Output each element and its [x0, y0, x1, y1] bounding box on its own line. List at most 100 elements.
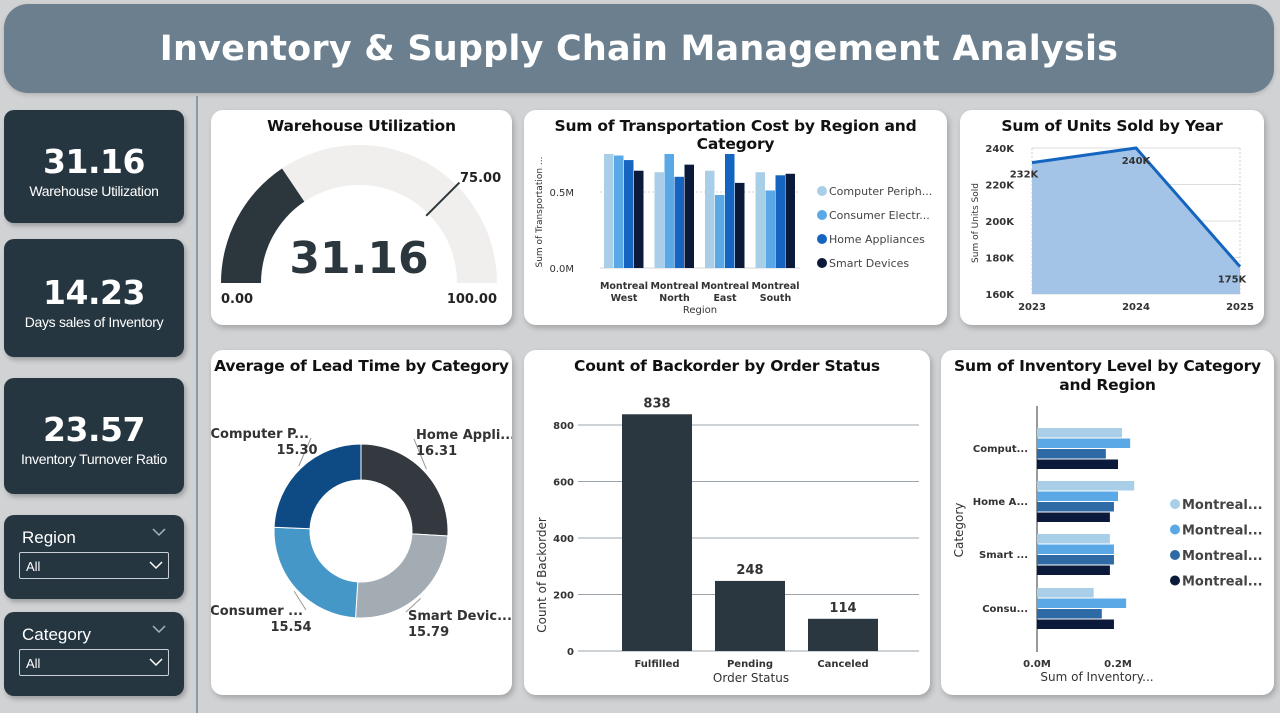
transport-bar[interactable]: [664, 154, 675, 268]
transport-bar[interactable]: [765, 190, 776, 268]
legend-label[interactable]: Computer Periph...: [829, 185, 932, 198]
legend-label[interactable]: Montreal...: [1182, 524, 1263, 539]
legend-label[interactable]: Montreal...: [1182, 549, 1263, 564]
transport-bar[interactable]: [705, 170, 715, 268]
legend-label[interactable]: Home Appliances: [829, 233, 925, 246]
warehouse-utilization-gauge-card[interactable]: Warehouse Utilization 31.16 0.00 100.00 …: [211, 110, 512, 325]
data-label: 838: [643, 396, 670, 411]
slice-value-label: 16.31: [416, 444, 457, 459]
kpi-card-inventory-turnover-ratio[interactable]: 23.57 Inventory Turnover Ratio: [4, 378, 184, 494]
y-axis-label: Sum of Transportation ...: [535, 156, 545, 267]
legend-marker: [1170, 575, 1180, 586]
inventory-chart-title: Sum of Inventory Level by Category and R…: [954, 357, 1261, 394]
backorder-bar[interactable]: [808, 618, 878, 651]
inventory-bar[interactable]: [1037, 449, 1106, 459]
y-tick-label: 200: [553, 591, 574, 602]
category-slicer-label: Category: [22, 625, 91, 644]
inventory-level-card[interactable]: Sum of Inventory Level by Category and R…: [941, 350, 1274, 695]
transport-bar[interactable]: [725, 154, 735, 268]
y-tick-label: Comput...: [973, 444, 1028, 455]
legend-marker: [1170, 524, 1180, 535]
inventory-bar[interactable]: [1037, 534, 1110, 544]
transport-bar[interactable]: [614, 155, 624, 268]
transport-bar[interactable]: [785, 173, 796, 268]
data-label: 240K: [1122, 156, 1152, 167]
legend-label[interactable]: Montreal...: [1182, 575, 1263, 590]
transport-bar[interactable]: [604, 154, 614, 268]
chevron-down-icon: [149, 658, 163, 667]
y-tick-label: 160K: [985, 290, 1015, 301]
backorder-bar[interactable]: [715, 580, 785, 651]
units-sold-card[interactable]: Sum of Units Sold by Year 240K 220K 200K 18…: [960, 110, 1264, 325]
inventory-bar[interactable]: [1037, 459, 1118, 470]
transport-bar[interactable]: [674, 176, 685, 268]
x-tick-label: North: [659, 293, 690, 304]
lead-time-card[interactable]: Average of Lead Time by Category Home Ap…: [211, 350, 512, 695]
legend-marker: [1170, 499, 1180, 509]
data-label: 232K: [1010, 170, 1040, 181]
leader-line: [413, 438, 427, 470]
transport-bar[interactable]: [755, 172, 766, 268]
data-label: 114: [829, 601, 856, 616]
transport-bar[interactable]: [624, 160, 634, 268]
inventory-bar[interactable]: [1037, 565, 1110, 576]
donut-slice[interactable]: [360, 443, 449, 537]
transport-bar[interactable]: [634, 170, 644, 268]
legend-label[interactable]: Montreal...: [1182, 498, 1263, 513]
region-slicer: Region All: [4, 515, 184, 599]
backorder-card[interactable]: Count of Backorder by Order Status 800 60…: [524, 350, 930, 695]
y-axis-label: Count of Backorder: [535, 517, 549, 633]
inventory-bar[interactable]: [1037, 609, 1102, 619]
category-dropdown[interactable]: All: [19, 649, 169, 676]
legend-label[interactable]: Smart Devices: [829, 257, 909, 270]
inventory-bar[interactable]: [1037, 438, 1131, 449]
x-tick-label: Montreal: [751, 281, 799, 292]
chevron-down-icon[interactable]: [152, 525, 166, 539]
legend-marker: [817, 186, 827, 196]
x-tick-label: Montreal: [650, 281, 698, 292]
inventory-bar[interactable]: [1037, 502, 1114, 512]
y-tick-label: 0.5M: [549, 188, 574, 199]
transport-bar[interactable]: [654, 172, 665, 268]
inventory-bar[interactable]: [1037, 555, 1114, 565]
dashboard-title: Inventory & Supply Chain Management Anal…: [159, 28, 1119, 69]
inventory-bar[interactable]: [1037, 428, 1123, 438]
x-tick-label: Montreal: [701, 281, 749, 292]
y-axis-label: Category: [952, 503, 966, 558]
inventory-bar[interactable]: [1037, 619, 1114, 630]
slice-category-label: Home Appli...: [416, 428, 512, 443]
gauge-title: Warehouse Utilization: [267, 117, 456, 135]
x-tick-label: Montreal: [600, 281, 648, 292]
donut-slice[interactable]: [273, 443, 362, 530]
region-dropdown[interactable]: All: [19, 552, 169, 579]
inventory-bar[interactable]: [1037, 491, 1118, 502]
inventory-bar[interactable]: [1037, 588, 1094, 598]
kpi-card-days-sales-of-inventory[interactable]: 14.23 Days sales of Inventory: [4, 239, 184, 357]
y-tick-label: 0: [567, 647, 574, 658]
transportation-cost-card[interactable]: Sum of Transportation Cost by Region and…: [524, 110, 947, 325]
inventory-bar[interactable]: [1037, 598, 1127, 609]
backorder-bar[interactable]: [622, 414, 692, 651]
transport-bar[interactable]: [735, 182, 745, 268]
units-chart-title: Sum of Units Sold by Year: [1001, 117, 1223, 135]
chevron-down-icon: [149, 561, 163, 570]
inventory-bar[interactable]: [1037, 481, 1135, 491]
chevron-down-icon[interactable]: [152, 622, 166, 636]
lead-time-donut: Home Appli...16.31 Smart Devic...15.79 Con…: [211, 427, 512, 640]
inventory-bar[interactable]: [1037, 544, 1114, 555]
inventory-bar[interactable]: [1037, 512, 1110, 523]
transport-bar[interactable]: [775, 175, 786, 268]
slice-category-label: Computer P...: [211, 427, 309, 442]
legend-label[interactable]: Consumer Electr...: [829, 209, 930, 222]
donut-slice[interactable]: [355, 533, 449, 619]
kpi-label: Inventory Turnover Ratio: [20, 451, 168, 467]
slice-category-label: Consumer ...: [211, 604, 303, 619]
transport-bar[interactable]: [715, 195, 725, 268]
dashboard-header: Inventory & Supply Chain Management Anal…: [4, 4, 1274, 93]
data-label: 175K: [1218, 275, 1248, 286]
y-axis-label: Sum of Units Sold: [971, 183, 981, 263]
transport-bar[interactable]: [684, 164, 695, 268]
kpi-card-warehouse-utilization[interactable]: 31.16 Warehouse Utilization: [4, 110, 184, 223]
legend-marker: [817, 210, 827, 220]
